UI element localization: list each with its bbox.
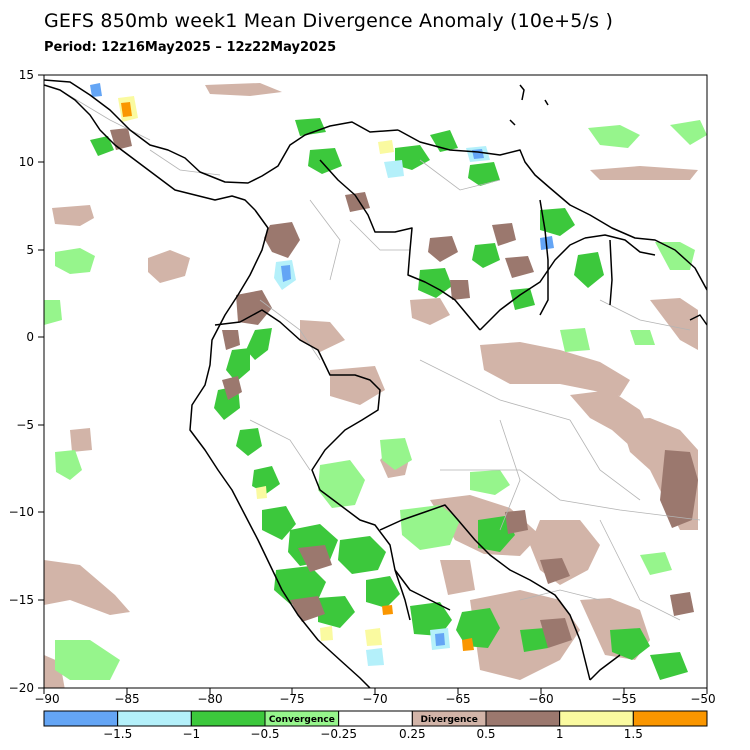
colorbar: Convergence Divergence −1.5 −1 −0.5 −0.25 0.25…	[43, 710, 708, 741]
colorbar-tick-label: −1.5	[103, 727, 132, 741]
colorbar-bin	[43, 710, 119, 727]
lon-tick-label: −70	[362, 692, 387, 706]
colorbar-tick-label: 1	[556, 727, 564, 741]
latitude-axis	[38, 74, 44, 689]
lon-tick-label: −55	[611, 692, 636, 706]
latitude-tick-labels: 15 10 5 0 −5 −10 −15 −20	[9, 68, 34, 695]
colorbar-tick-label: −1	[182, 727, 200, 741]
colorbar-tick-label: 0.5	[476, 727, 495, 741]
lat-tick-label: −10	[9, 505, 34, 519]
colorbar-bin	[338, 710, 413, 727]
lat-tick-label: 15	[19, 68, 34, 82]
lat-tick-label: 5	[26, 243, 34, 257]
colorbar-bin-label: Divergence	[420, 715, 477, 725]
country-borders	[44, 79, 707, 688]
divergence-shading	[110, 128, 698, 648]
lon-tick-label: −50	[690, 692, 715, 706]
convergence-shading	[90, 118, 688, 680]
lon-tick-label: −90	[34, 692, 59, 706]
lon-tick-label: −75	[279, 692, 304, 706]
lon-tick-label: −60	[528, 692, 553, 706]
colorbar-tick-label: −0.5	[250, 727, 279, 741]
colorbar-bin	[190, 710, 266, 727]
colorbar-bin	[485, 710, 561, 727]
colorbar-bin	[632, 710, 708, 727]
lon-tick-label: −80	[197, 692, 222, 706]
colorbar-bin	[117, 710, 192, 727]
lon-tick-label: −85	[114, 692, 139, 706]
lat-tick-label: −5	[16, 418, 34, 432]
lat-tick-label: −20	[9, 681, 34, 695]
longitude-tick-labels: −90 −85 −80 −75 −70 −65 −60 −55 −50	[34, 692, 715, 706]
colorbar-bin	[559, 710, 634, 727]
colorbar-tick-label: 0.25	[399, 727, 426, 741]
strong-divergence-patches	[121, 102, 474, 651]
lat-tick-label: 0	[26, 330, 34, 344]
weak-convergence-shading	[44, 120, 707, 680]
state-borders	[59, 89, 701, 621]
colorbar-tick-label: 1.5	[624, 727, 643, 741]
map-plot-area	[44, 75, 707, 688]
period-subtitle: Period: 12z16May2025 – 12z22May2025	[44, 40, 337, 55]
lat-tick-label: 10	[19, 155, 34, 169]
lon-tick-label: −65	[445, 692, 470, 706]
lat-tick-label: −15	[9, 593, 34, 607]
longitude-axis	[43, 688, 708, 694]
colorbar-tick-label: −0.25	[320, 727, 357, 741]
map-title: GEFS 850mb week1 Mean Divergence Anomaly…	[44, 10, 614, 32]
colorbar-bin-label: Convergence	[269, 715, 335, 725]
